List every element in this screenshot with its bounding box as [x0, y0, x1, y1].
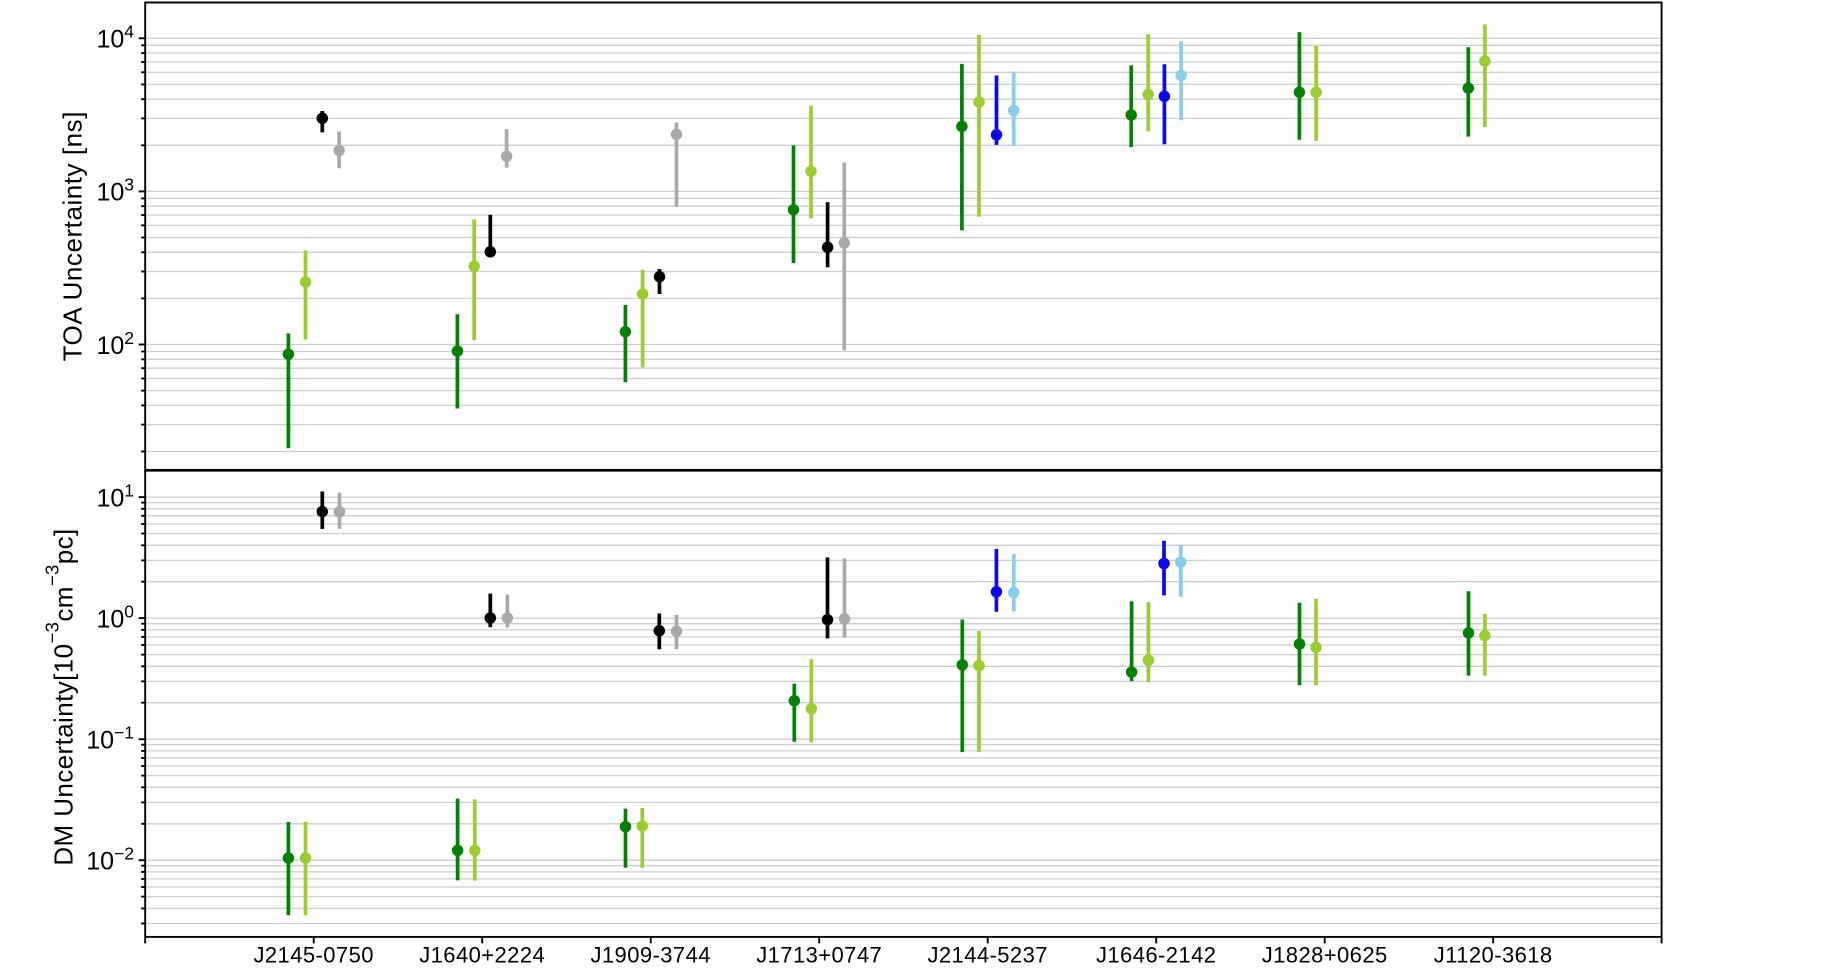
svg-text:J2144-5237: J2144-5237 — [927, 943, 1047, 968]
svg-text:TOA Uncertainty [ns]: TOA Uncertainty [ns] — [58, 111, 88, 361]
svg-text:J2145-0750: J2145-0750 — [253, 943, 373, 968]
svg-text:J1713+0747: J1713+0747 — [756, 943, 882, 968]
svg-text:J1120-3618: J1120-3618 — [1434, 943, 1553, 968]
svg-text:J1828+0625: J1828+0625 — [1262, 943, 1388, 968]
svg-text:J1640+2224: J1640+2224 — [419, 943, 545, 968]
svg-text:J1909-3744: J1909-3744 — [590, 943, 710, 968]
svg-text:J1646-2142: J1646-2142 — [1096, 943, 1216, 968]
